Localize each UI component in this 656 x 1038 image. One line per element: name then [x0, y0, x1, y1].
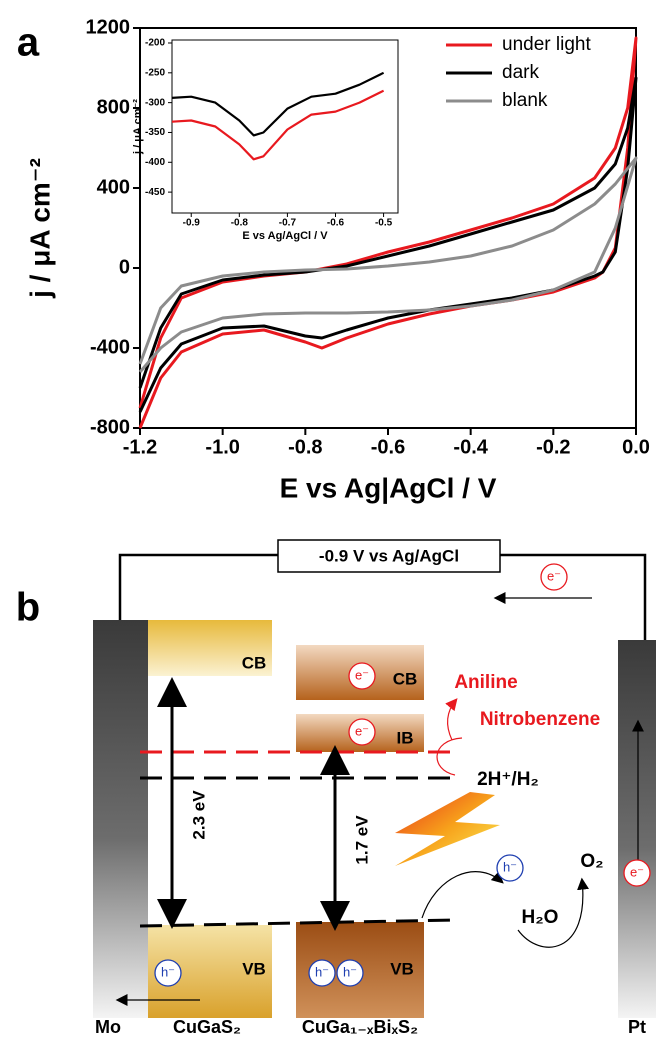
oxidation-arrow	[422, 872, 502, 918]
x-tick-label: -0.4	[453, 436, 488, 458]
hole-label: h⁻	[503, 859, 517, 874]
species-label: O₂	[580, 851, 603, 872]
reduction-arrow	[437, 738, 462, 775]
y-axis-label: j / μA cm⁻²	[132, 99, 144, 155]
panel-label: b	[16, 586, 40, 630]
x-tick-label: 0.0	[622, 436, 650, 458]
diagram: b -0.9 V vs Ag/AgCl e⁻ CB VB CB IB VB 2.…	[16, 540, 656, 1037]
legend-label: dark	[502, 62, 539, 83]
x-tick-label: -0.8	[231, 218, 249, 229]
x-tick-label: -1.2	[123, 436, 157, 458]
legend-label: under light	[502, 34, 591, 55]
x-tick-label: -0.7	[279, 218, 297, 229]
gap-label: 1.7 eV	[352, 815, 371, 865]
x-tick-label: -0.2	[536, 436, 570, 458]
hole-label: h⁻	[315, 964, 329, 979]
x-tick-label: -0.9	[183, 218, 201, 229]
bias-label: -0.9 V vs Ag/AgCl	[319, 546, 459, 565]
electron-label: e⁻	[355, 667, 369, 682]
figure: a -1.2 -1.0 -0.8 -0.6 -0.4 -0.2 0.0 -800 -400 0 40…	[0, 0, 656, 1038]
light-bolt	[395, 792, 500, 866]
x-tick-label: -0.8	[288, 436, 322, 458]
material-label: CuGaS₂	[173, 1017, 241, 1037]
electron-label: e⁻	[355, 723, 369, 738]
electron-label: e⁻	[547, 568, 561, 583]
band-label: IB	[397, 728, 414, 747]
hole-label: h⁻	[343, 964, 357, 979]
y-tick-label: -250	[145, 67, 165, 78]
hole-label: h⁻	[161, 964, 175, 979]
species-label: Nitrobenzene	[480, 709, 600, 730]
x-tick-label: -0.5	[375, 218, 393, 229]
species-label: H₂O	[522, 907, 559, 928]
band-label: CB	[393, 669, 418, 688]
inset-frame	[172, 40, 398, 213]
y-tick-label: 400	[97, 176, 130, 198]
band-label: VB	[390, 959, 414, 978]
reduction-arrow	[447, 700, 456, 740]
species-label: 2H⁺/H₂	[477, 769, 539, 790]
band-label: VB	[242, 959, 266, 978]
mo-electrode	[93, 620, 148, 1018]
y-tick-label: 0	[119, 256, 130, 278]
species-label: Aniline	[454, 672, 517, 693]
y-tick-label: 1200	[86, 16, 131, 38]
y-tick-label: -450	[145, 187, 165, 198]
gap-label: 2.3 eV	[189, 790, 208, 840]
legend-label: blank	[502, 90, 548, 111]
y-tick-label: -400	[90, 336, 130, 358]
band-label: CB	[242, 653, 267, 672]
panel-label: a	[17, 21, 40, 65]
y-tick-label: -800	[90, 416, 130, 438]
pt-electrode	[618, 640, 656, 1018]
charts: -1.2 -1.0 -0.8 -0.6 -0.4 -0.2 0.0 -800 -400 0 400 8…	[24, 16, 650, 503]
y-tick-label: -200	[145, 38, 165, 49]
electrode-label: Mo	[95, 1017, 121, 1037]
x-axis-label: E vs Ag|AgCl / V	[280, 472, 497, 503]
electrode-label: Pt	[628, 1017, 646, 1037]
y-tick-label: 800	[97, 96, 130, 118]
x-tick-label: -0.6	[327, 218, 345, 229]
y-tick-label: -350	[145, 127, 165, 138]
x-tick-label: -1.0	[205, 436, 239, 458]
electron-label: e⁻	[630, 864, 644, 879]
y-tick-label: -400	[145, 157, 165, 168]
x-tick-label: -0.6	[371, 436, 405, 458]
y-tick-label: -300	[145, 97, 165, 108]
y-axis-label: j / μA cm⁻²	[24, 158, 55, 299]
x-axis-label: E vs Ag/AgCl / V	[242, 230, 328, 242]
material-label: CuGa₁₋ₓBiₓS₂	[302, 1017, 418, 1037]
